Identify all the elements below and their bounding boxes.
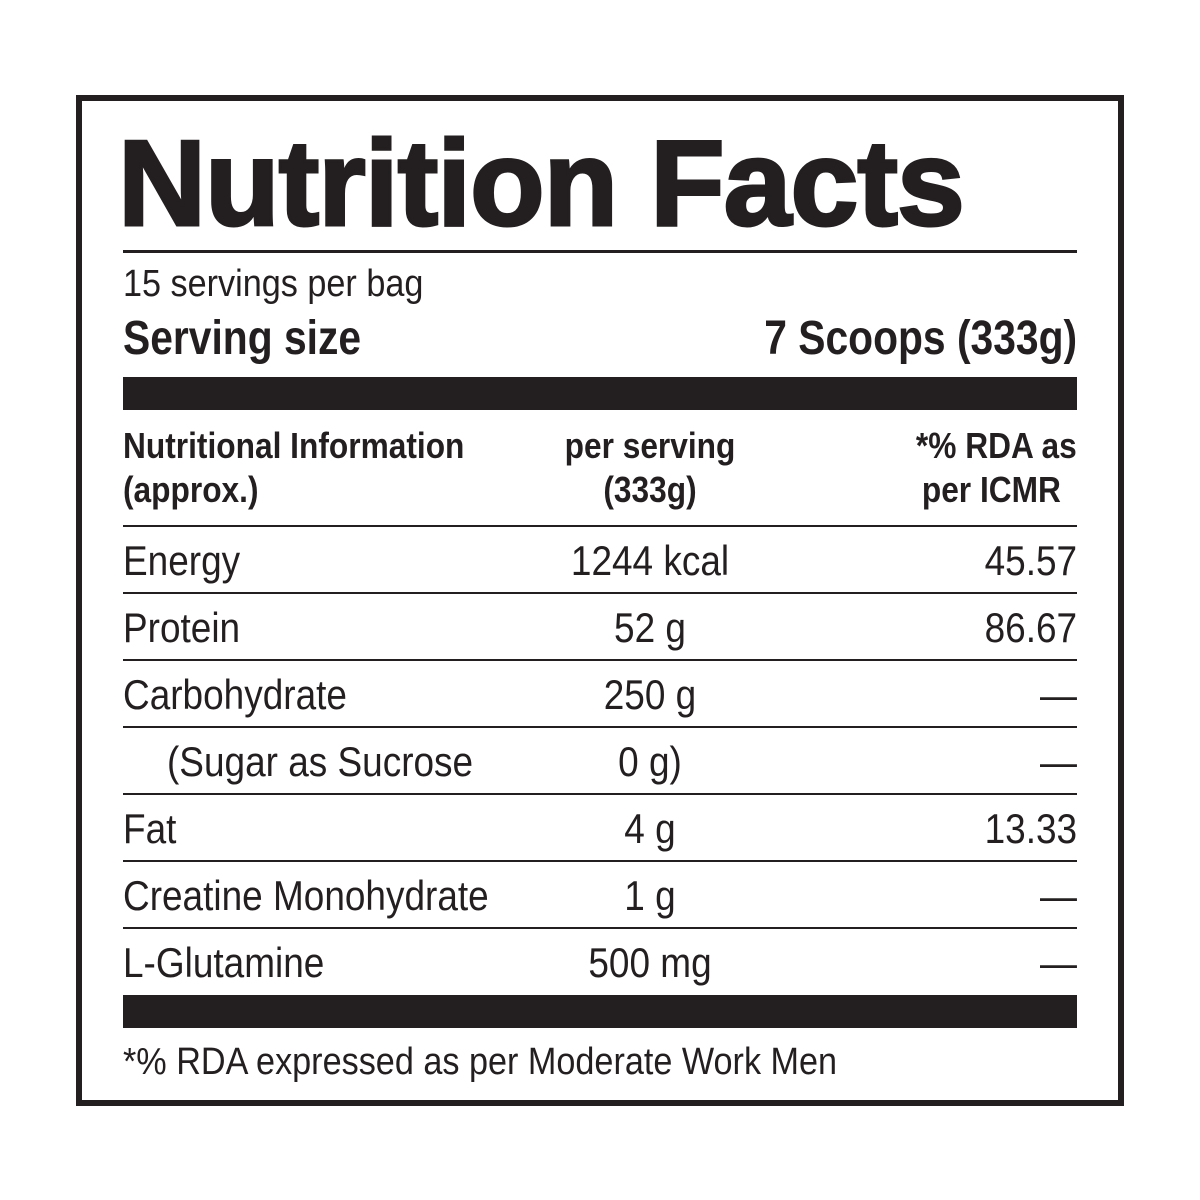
header-line: *% RDA as [916, 425, 1077, 466]
serving-size-value: 7 Scoops (333g) [764, 312, 1077, 365]
header-line: per ICMR [922, 469, 1062, 510]
table-row: Carbohydrate 250 g — [123, 661, 1077, 728]
nutrient-amount: 1 g [624, 872, 676, 919]
divider [123, 659, 1077, 661]
divider [123, 927, 1077, 929]
servings-per-container: 15 servings per bag [123, 263, 424, 305]
nutrient-rda: — [1040, 939, 1077, 986]
nutrient-rda: 45.57 [984, 537, 1077, 584]
divider [123, 793, 1077, 795]
table-row: Protein 52 g 86.67 [123, 594, 1077, 661]
table-row: Energy 1244 kcal 45.57 [123, 527, 1077, 594]
nutrient-amount: 250 g [603, 671, 697, 718]
footnote: *% RDA expressed as per Moderate Work Me… [123, 1041, 838, 1083]
thick-bar [123, 377, 1077, 410]
header-line: Nutritional Information [123, 425, 465, 466]
header-rda: *% RDA as per ICMR [916, 424, 1077, 512]
nutrient-name: Energy [123, 537, 241, 584]
nutrient-amount: 0 g) [618, 738, 682, 785]
nutrient-rda: 13.33 [984, 805, 1077, 852]
table-row: L-Glutamine 500 mg — [123, 929, 1077, 996]
serving-size-label: Serving size [123, 312, 362, 365]
divider [123, 250, 1077, 253]
nutrient-name: L-Glutamine [123, 939, 325, 986]
nutrient-name: (Sugar as Sucrose [167, 738, 474, 785]
nutrient-amount: 52 g [614, 604, 686, 651]
nutrient-name: Carbohydrate [123, 671, 347, 718]
header-line: per serving [564, 425, 736, 466]
divider [123, 860, 1077, 862]
nutrient-rda: — [1040, 671, 1077, 718]
nutrient-rda: 86.67 [984, 604, 1077, 651]
nutrient-name: Fat [123, 805, 177, 852]
nutrient-name: Creatine Monohydrate [123, 872, 489, 919]
header-per-serving: per serving (333g) [474, 424, 826, 512]
nutrient-name: Protein [123, 604, 241, 651]
nutrient-rda: — [1040, 872, 1077, 919]
divider [123, 592, 1077, 594]
nutrient-rda: — [1040, 738, 1077, 785]
label-border [76, 95, 1124, 1106]
nutrient-amount: 1244 kcal [570, 537, 730, 584]
thick-bar [123, 995, 1077, 1028]
header-nutritional-info: Nutritional Information (approx.) [123, 424, 464, 512]
table-row: Fat 4 g 13.33 [123, 795, 1077, 862]
header-line: (333g) [603, 469, 697, 510]
nutrient-amount: 4 g [624, 805, 676, 852]
nutrient-amount: 500 mg [588, 939, 712, 986]
divider [123, 726, 1077, 728]
label-title: Nutrition Facts [117, 115, 967, 251]
table-row: Creatine Monohydrate 1 g — [123, 862, 1077, 929]
header-line: (approx.) [123, 469, 259, 510]
divider [123, 525, 1077, 527]
table-row: (Sugar as Sucrose 0 g) — [123, 728, 1077, 795]
